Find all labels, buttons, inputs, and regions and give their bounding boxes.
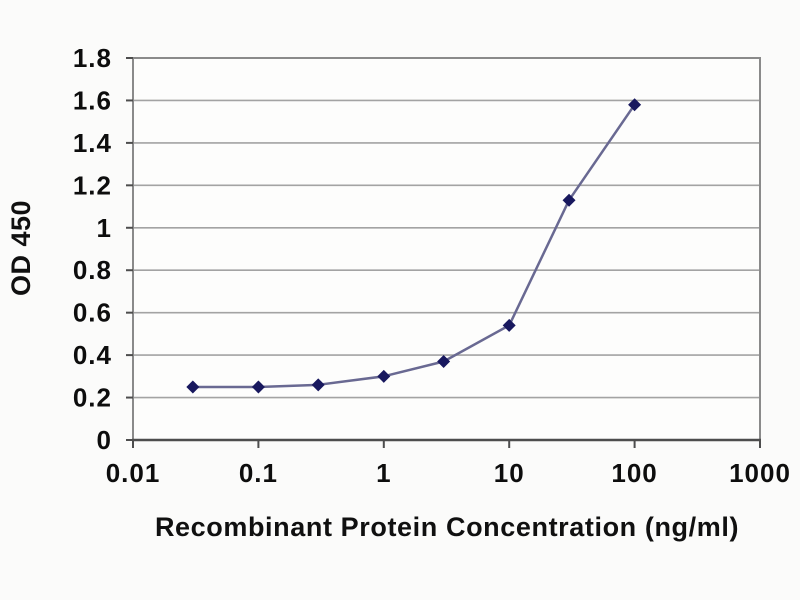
x-tick-label: 1	[376, 458, 391, 488]
x-tick-label: 10	[494, 458, 525, 488]
y-tick-label: 0.4	[73, 340, 112, 370]
x-tick-label: 1000	[729, 458, 791, 488]
data-series-line	[192, 103, 636, 389]
y-tick-label: 1	[97, 213, 112, 243]
y-tick-label: 1.2	[73, 170, 112, 200]
data-point-marker	[311, 378, 325, 392]
y-tick-label: 0	[97, 425, 112, 455]
data-point-marker	[437, 354, 451, 368]
data-point-marker	[562, 193, 576, 207]
data-point-marker	[628, 98, 642, 112]
y-tick-label: 1.6	[73, 85, 112, 115]
y-tick-label: 0.6	[73, 298, 112, 328]
x-axis-title: Recombinant Protein Concentration (ng/ml…	[154, 512, 740, 542]
y-tick-label: 1.8	[73, 43, 112, 73]
data-point-marker	[377, 369, 391, 383]
data-point-marker	[251, 380, 265, 394]
y-tick-label: 0.8	[73, 255, 112, 285]
y-axis-title: OD 450	[6, 199, 36, 297]
x-tick-label: 100	[611, 458, 657, 488]
data-point-marker	[186, 380, 200, 394]
x-tick-label: 0.1	[239, 458, 278, 488]
y-tick-label: 1.4	[73, 128, 112, 158]
data-point-marker	[502, 318, 516, 332]
x-tick-label: 0.01	[106, 458, 161, 488]
plot-area	[133, 58, 760, 440]
y-tick-label: 0.2	[73, 383, 112, 413]
